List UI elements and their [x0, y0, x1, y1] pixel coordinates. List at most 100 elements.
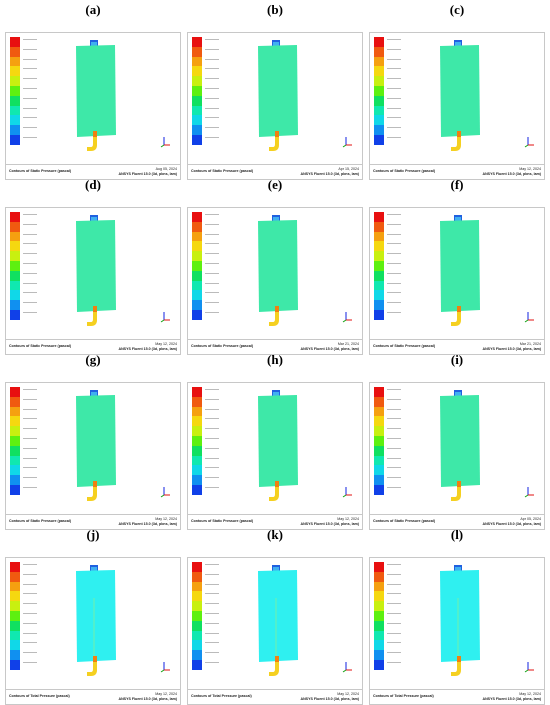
legend-swatch: [192, 562, 202, 572]
contour-panel: Contours of Total Pressure (pascal) May 1…: [369, 557, 545, 705]
outlet-pipe-top: [275, 481, 279, 487]
legend-swatch: [192, 37, 202, 47]
legend-swatch: [10, 620, 20, 631]
tank-body: [258, 45, 298, 137]
legend-tick: [205, 312, 219, 313]
legend-tick: [205, 447, 219, 449]
axis-y: [160, 669, 165, 673]
legend-swatch: [374, 650, 384, 660]
footer-title: Contours of Static Pressure (pascal): [9, 344, 72, 348]
legend-tick: [23, 58, 37, 60]
color-legend: [10, 562, 20, 670]
legend-swatch: [10, 562, 20, 572]
panel-label: (h): [267, 352, 283, 367]
color-legend: [10, 37, 20, 145]
legend-tick: [23, 243, 37, 245]
legend-tick: [23, 127, 37, 129]
legend-tick: [205, 632, 219, 634]
legend-swatch: [192, 221, 202, 232]
legend-tick: [205, 467, 219, 469]
legend-tick: [23, 583, 37, 585]
legend-swatch: [374, 125, 384, 135]
legend-swatch: [192, 251, 202, 261]
legend-swatch: [192, 280, 202, 291]
legend-tick: [205, 662, 219, 663]
tank-body: [440, 45, 480, 137]
panel-footer: Contours of Static Pressure (pascal) Mar …: [188, 339, 362, 354]
legend-tick: [387, 438, 401, 439]
panel-footer: Contours of Static Pressure (pascal) May …: [370, 164, 544, 179]
footer-title: Contours of Total Pressure (pascal): [191, 694, 252, 698]
legend-tick: [387, 573, 401, 575]
legend-swatch: [192, 85, 202, 96]
legend-tick: [205, 292, 219, 294]
contour-geometry: [76, 215, 170, 326]
footer-title: Contours of Static Pressure (pascal): [191, 344, 254, 348]
contour-panel: Contours of Static Pressure (pascal) Apr …: [369, 382, 545, 530]
legend-swatch: [374, 300, 384, 310]
legend-swatch: [10, 416, 20, 427]
contour-geometry: [258, 565, 352, 676]
legend-tick: [387, 593, 401, 595]
legend-swatch: [374, 562, 384, 572]
inlet-nozzle-core: [91, 567, 97, 571]
legend-swatch: [10, 85, 20, 96]
legend-swatch: [10, 581, 20, 592]
legend-tick: [387, 312, 401, 313]
legend-tick: [205, 243, 219, 245]
footer-date: May 12, 2024: [155, 517, 177, 521]
legend-tick: [387, 223, 401, 225]
legend-tick: [387, 137, 401, 138]
legend-swatch: [192, 406, 202, 417]
legend-swatch: [10, 95, 20, 106]
contour-panel: Contours of Static Pressure (pascal) May …: [5, 382, 181, 530]
legend-swatch: [374, 46, 384, 57]
legend-tick: [205, 418, 219, 420]
legend-tick: [387, 68, 401, 70]
legend-tick: [205, 78, 219, 80]
footer-date: Apr 05, 2024: [520, 517, 541, 521]
legend-swatch: [192, 270, 202, 281]
tank-body: [76, 570, 116, 662]
legend-tick: [205, 233, 219, 235]
legend-swatch: [10, 387, 20, 397]
legend-tick: [387, 418, 401, 420]
legend-swatch: [374, 76, 384, 86]
legend-swatch: [10, 571, 20, 582]
legend-swatch: [10, 484, 20, 495]
legend-tick: [387, 282, 401, 284]
legend-swatch: [192, 387, 202, 397]
legend-tick: [23, 117, 37, 119]
footer-title: Contours of Total Pressure (pascal): [373, 694, 434, 698]
legend-swatch: [10, 601, 20, 611]
legend-tick: [205, 88, 219, 89]
inlet-nozzle-core: [91, 392, 97, 396]
panel-label: (c): [449, 2, 465, 17]
legend-tick: [387, 662, 401, 663]
legend-swatch: [10, 475, 20, 485]
legend-tick: [23, 418, 37, 420]
axis-y: [160, 494, 165, 498]
contour-panel: Contours of Static Pressure (pascal) Apr …: [187, 32, 363, 180]
legend-swatch: [10, 591, 20, 602]
footer-title: Contours of Static Pressure (pascal): [373, 344, 436, 348]
legend-swatch: [192, 309, 202, 320]
outlet-pipe-top: [93, 131, 97, 137]
footer-title: Contours of Static Pressure (pascal): [9, 519, 72, 523]
panel-footer: Contours of Static Pressure (pascal) Apr …: [188, 164, 362, 179]
legend-tick: [387, 78, 401, 80]
legend-tick: [205, 272, 219, 274]
color-legend: [192, 212, 202, 320]
footer-date: May 12, 2024: [155, 692, 177, 696]
legend-tick: [387, 253, 401, 255]
color-legend: [192, 562, 202, 670]
legend-tick: [387, 583, 401, 585]
legend-tick: [23, 68, 37, 70]
panel-label: (e): [267, 177, 283, 192]
legend-tick: [23, 652, 37, 654]
legend-tick: [205, 263, 219, 264]
legend-tick: [205, 223, 219, 225]
legend-tick: [387, 457, 401, 459]
legend-tick: [23, 457, 37, 459]
